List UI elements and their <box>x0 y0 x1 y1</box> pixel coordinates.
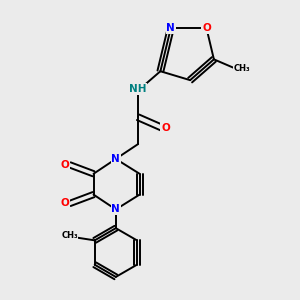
Text: N: N <box>111 154 120 164</box>
Text: O: O <box>60 160 69 170</box>
Text: N: N <box>167 23 175 33</box>
Text: O: O <box>161 123 170 133</box>
Text: CH₃: CH₃ <box>234 64 250 73</box>
Text: O: O <box>60 199 69 208</box>
Text: CH₃: CH₃ <box>61 231 78 240</box>
Text: NH: NH <box>129 84 146 94</box>
Text: O: O <box>202 23 211 33</box>
Text: N: N <box>111 204 120 214</box>
